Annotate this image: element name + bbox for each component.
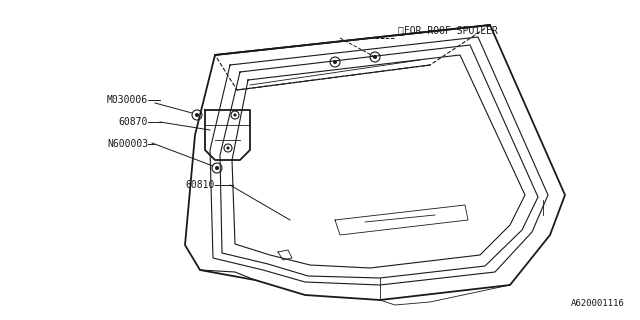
- Text: M030006: M030006: [107, 95, 148, 105]
- Text: 60870: 60870: [118, 117, 148, 127]
- Text: N600003: N600003: [107, 139, 148, 149]
- Text: ※FOR ROOF SPOILER: ※FOR ROOF SPOILER: [398, 25, 498, 35]
- Text: 60810: 60810: [186, 180, 215, 190]
- Circle shape: [227, 147, 230, 149]
- Circle shape: [333, 60, 337, 64]
- Circle shape: [195, 113, 199, 117]
- Circle shape: [234, 113, 237, 116]
- Circle shape: [215, 166, 219, 170]
- Text: A620001116: A620001116: [572, 299, 625, 308]
- Circle shape: [373, 55, 377, 59]
